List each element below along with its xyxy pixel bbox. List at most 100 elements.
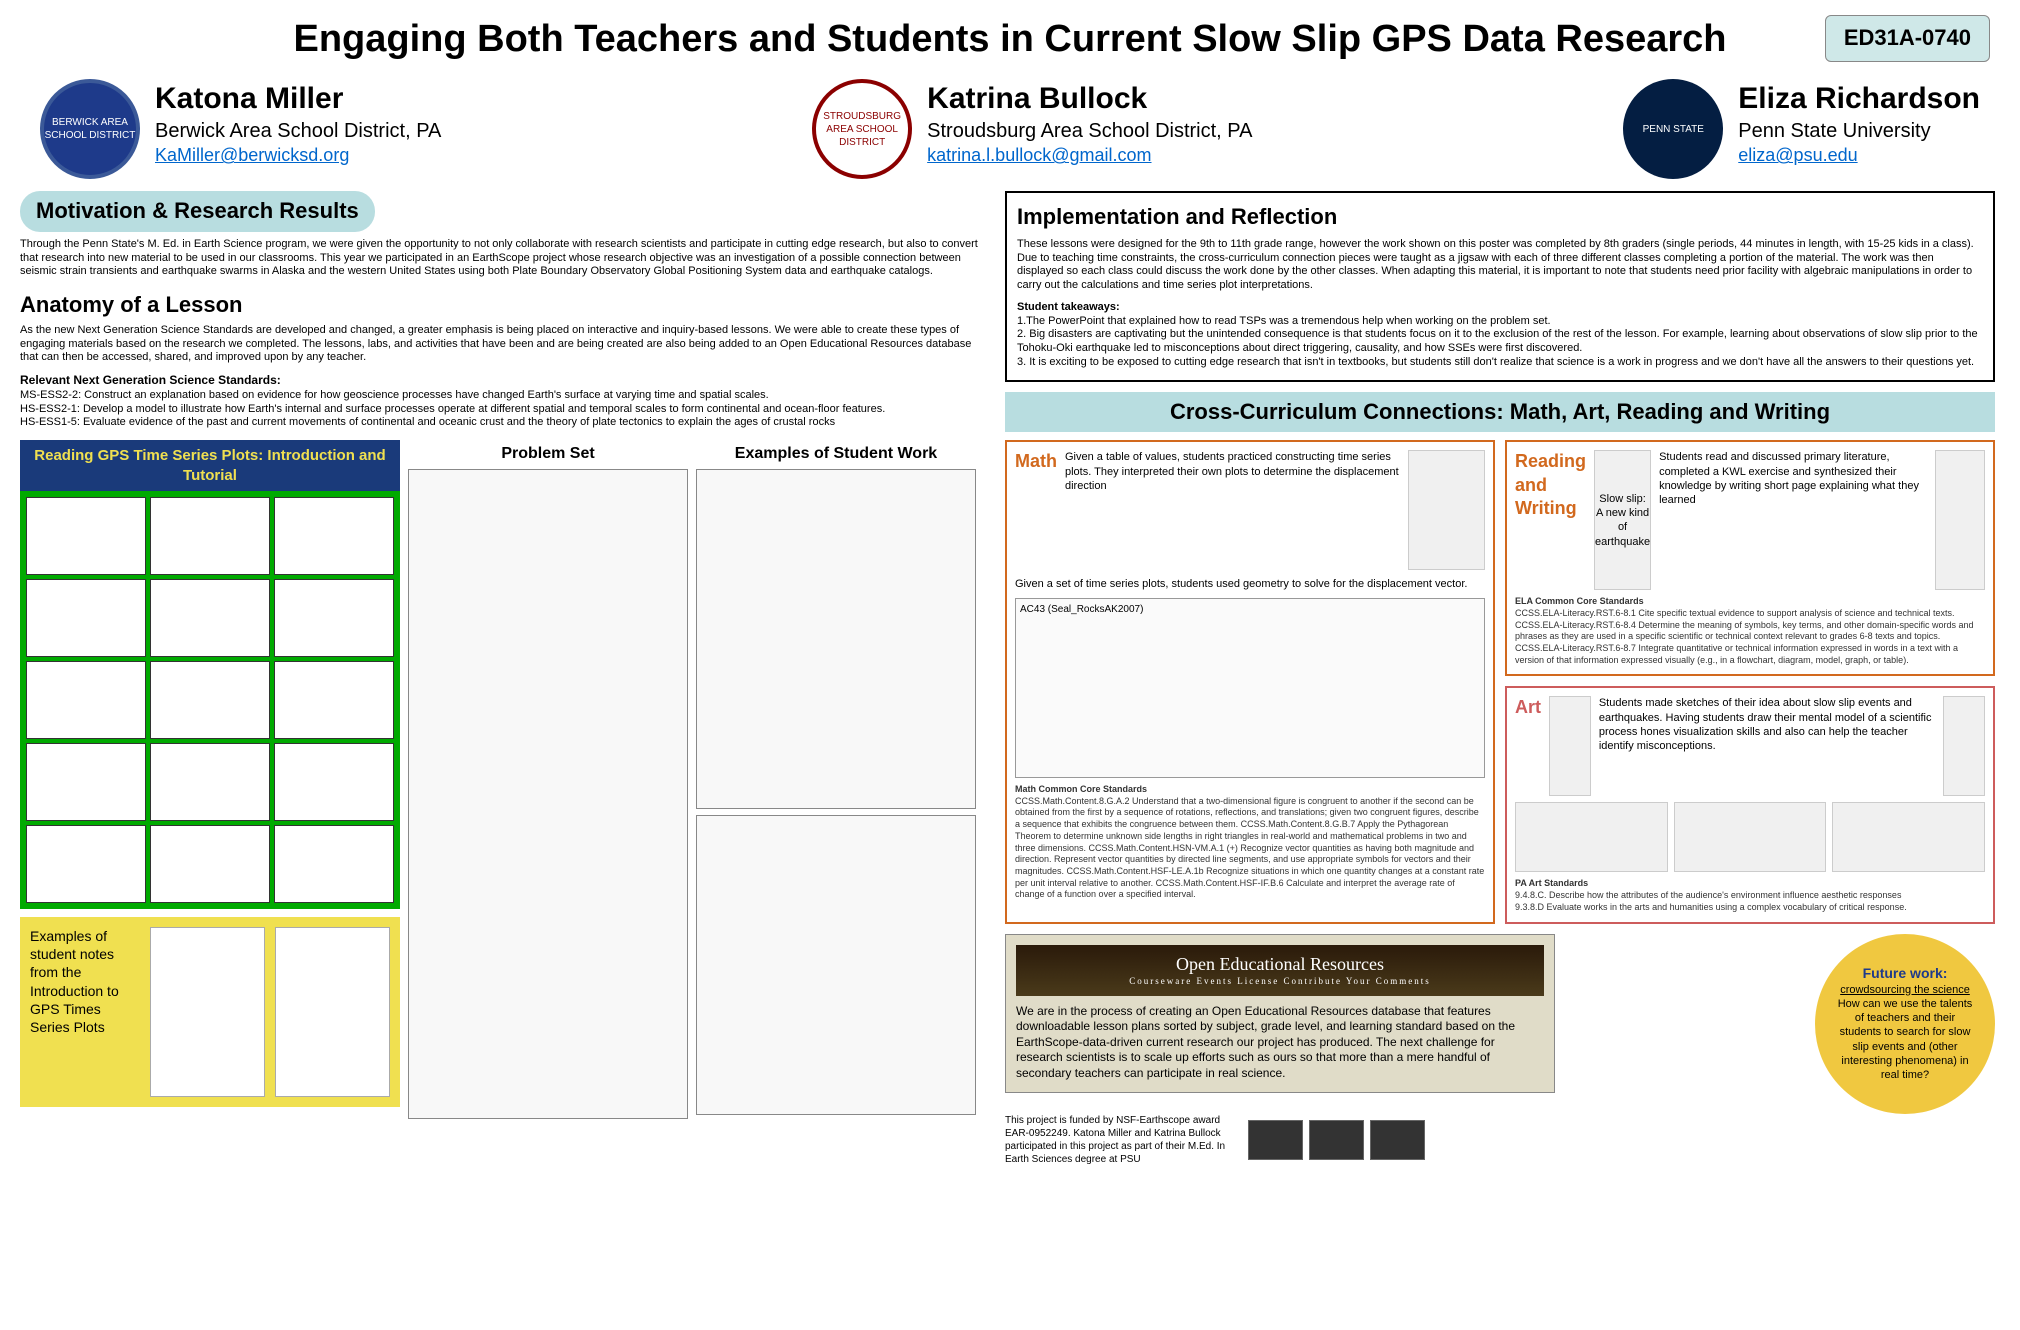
art-sketch-3: [1515, 802, 1668, 872]
math-label: Math: [1015, 450, 1057, 570]
implementation-intro: These lessons were designed for the 9th …: [1017, 238, 1983, 293]
problem-set-worksheet: [408, 469, 688, 1119]
reading-writing-box: Reading and Writing Slow slip: A new kin…: [1505, 440, 1995, 676]
poster-header: Engaging Both Teachers and Students in C…: [20, 15, 2000, 179]
art-standards: PA Art Standards 9.4.8.C. Describe how t…: [1515, 878, 1985, 913]
future-heading: Future work:: [1835, 964, 1975, 982]
slide: [26, 661, 146, 739]
math-chart: AC43 (Seal_RocksAK2007): [1015, 598, 1485, 778]
art-sketch-2: [1943, 696, 1985, 796]
future-sub: crowdsourcing the science: [1835, 983, 1975, 997]
takeaway-3: 3. It is exciting to be exposed to cutti…: [1017, 356, 1983, 370]
slide: [26, 825, 146, 903]
motivation-section: Motivation & Research Results Through th…: [20, 191, 990, 279]
slide: [26, 743, 146, 821]
author-1-name: Katona Miller: [155, 79, 441, 118]
art-box: Art Students made sketches of their idea…: [1505, 686, 1995, 923]
berwick-logo: BERWICK AREA SCHOOL DISTRICT: [40, 79, 140, 179]
author-3-name: Eliza Richardson: [1738, 79, 1980, 118]
implementation-section: Implementation and Reflection These less…: [1005, 191, 1995, 381]
notes-image-2: [275, 927, 390, 1097]
slide: [26, 497, 146, 575]
student-notes-box: Examples of student notes from the Intro…: [20, 917, 400, 1107]
ngss-heading: Relevant Next Generation Science Standar…: [20, 373, 281, 387]
art-label: Art: [1515, 696, 1541, 796]
math-text-2: Given a set of time series plots, studen…: [1015, 578, 1485, 592]
author-3-email[interactable]: eliza@psu.edu: [1738, 145, 1857, 165]
anatomy-text: As the new Next Generation Science Stand…: [20, 324, 990, 365]
author-2: STROUDSBURG AREA SCHOOL DISTRICT Katrina…: [812, 79, 1252, 179]
author-2-affiliation: Stroudsburg Area School District, PA: [927, 118, 1252, 144]
tutorial-slides-grid: [20, 491, 400, 909]
author-3-affiliation: Penn State University: [1738, 118, 1980, 144]
slide: [274, 825, 394, 903]
math-standards: Math Common Core Standards CCSS.Math.Con…: [1015, 784, 1485, 901]
stroudsburg-logo: STROUDSBURG AREA SCHOOL DISTRICT: [812, 79, 912, 179]
authors-row: BERWICK AREA SCHOOL DISTRICT Katona Mill…: [20, 79, 2000, 179]
math-text-1: Given a table of values, students practi…: [1065, 450, 1400, 570]
slide: [274, 743, 394, 821]
implementation-heading: Implementation and Reflection: [1017, 203, 1983, 232]
slide: [274, 661, 394, 739]
oer-banner: Open Educational Resources Courseware Ev…: [1016, 945, 1544, 996]
funding-row: This project is funded by NSF-Earthscope…: [1005, 1114, 1425, 1166]
cross-curriculum-heading: Cross-Curriculum Connections: Math, Art,…: [1005, 392, 1995, 433]
dutton-logo: [1248, 1120, 1303, 1160]
future-text: How can we use the talents of teachers a…: [1835, 997, 1975, 1083]
student-work-1: [696, 469, 976, 809]
ngss-item-1: MS-ESS2-2: Construct an explanation base…: [20, 389, 769, 401]
ngss-standards: Relevant Next Generation Science Standar…: [20, 373, 990, 430]
author-1-affiliation: Berwick Area School District, PA: [155, 118, 441, 144]
oer-box: Open Educational Resources Courseware Ev…: [1005, 934, 1555, 1093]
chart-title: AC43 (Seal_RocksAK2007): [1016, 599, 1484, 620]
slide: [26, 579, 146, 657]
ngss-item-2: HS-ESS2-1: Develop a model to illustrate…: [20, 403, 885, 415]
art-sketch-4: [1674, 802, 1827, 872]
slide: [274, 497, 394, 575]
oer-text: We are in the process of creating an Ope…: [1016, 1004, 1544, 1082]
funding-text: This project is funded by NSF-Earthscope…: [1005, 1114, 1240, 1166]
takeaway-2: 2. Big disasters are captivating but the…: [1017, 328, 1983, 356]
slide: [150, 661, 270, 739]
rw-article-image: Slow slip: A new kind of earthquake: [1594, 450, 1651, 590]
author-1-email[interactable]: KaMiller@berwicksd.org: [155, 145, 349, 165]
kwl-image: [1935, 450, 1985, 590]
author-1: BERWICK AREA SCHOOL DISTRICT Katona Mill…: [40, 79, 441, 179]
future-work-box: Future work: crowdsourcing the science H…: [1815, 934, 1995, 1114]
takeaways-heading: Student takeaways:: [1017, 301, 1120, 313]
rw-standards: ELA Common Core Standards CCSS.ELA-Liter…: [1515, 596, 1985, 666]
math-table-image: [1408, 450, 1485, 570]
notes-image-1: [150, 927, 265, 1097]
anatomy-section: Anatomy of a Lesson As the new Next Gene…: [20, 291, 990, 430]
student-work-2: [696, 815, 976, 1115]
author-3: PENN STATE Eliza Richardson Penn State U…: [1623, 79, 1980, 179]
anatomy-heading: Anatomy of a Lesson: [20, 291, 990, 320]
ngss-item-3: HS-ESS1-5: Evaluate evidence of the past…: [20, 416, 835, 428]
earthscope-logo: [1370, 1120, 1425, 1160]
takeaway-1: 1.The PowerPoint that explained how to r…: [1017, 315, 1983, 329]
poster-id-badge: ED31A-0740: [1825, 15, 1990, 62]
author-2-name: Katrina Bullock: [927, 79, 1252, 118]
math-box: Math Given a table of values, students p…: [1005, 440, 1495, 923]
pennstate-logo: PENN STATE: [1623, 79, 1723, 179]
motivation-heading: Motivation & Research Results: [20, 191, 375, 232]
author-2-email[interactable]: katrina.l.bullock@gmail.com: [927, 145, 1151, 165]
notes-label: Examples of student notes from the Intro…: [30, 927, 140, 1097]
nsf-logo: [1309, 1120, 1364, 1160]
art-sketch-1: [1549, 696, 1591, 796]
poster-title: Engaging Both Teachers and Students in C…: [20, 15, 2000, 64]
tutorial-title: Reading GPS Time Series Plots: Introduct…: [20, 440, 400, 491]
rw-text: Students read and discussed primary lite…: [1659, 450, 1927, 590]
rw-label: Reading and Writing: [1515, 450, 1586, 590]
art-sketch-5: [1832, 802, 1985, 872]
student-work-heading: Examples of Student Work: [696, 440, 976, 469]
slide: [150, 825, 270, 903]
art-text: Students made sketches of their idea abo…: [1599, 696, 1935, 796]
slide: [150, 579, 270, 657]
slide: [274, 579, 394, 657]
tutorial-area: Reading GPS Time Series Plots: Introduct…: [20, 440, 990, 1125]
slide: [150, 497, 270, 575]
slide: [150, 743, 270, 821]
motivation-text: Through the Penn State's M. Ed. in Earth…: [20, 238, 990, 279]
problem-set-heading: Problem Set: [408, 440, 688, 469]
